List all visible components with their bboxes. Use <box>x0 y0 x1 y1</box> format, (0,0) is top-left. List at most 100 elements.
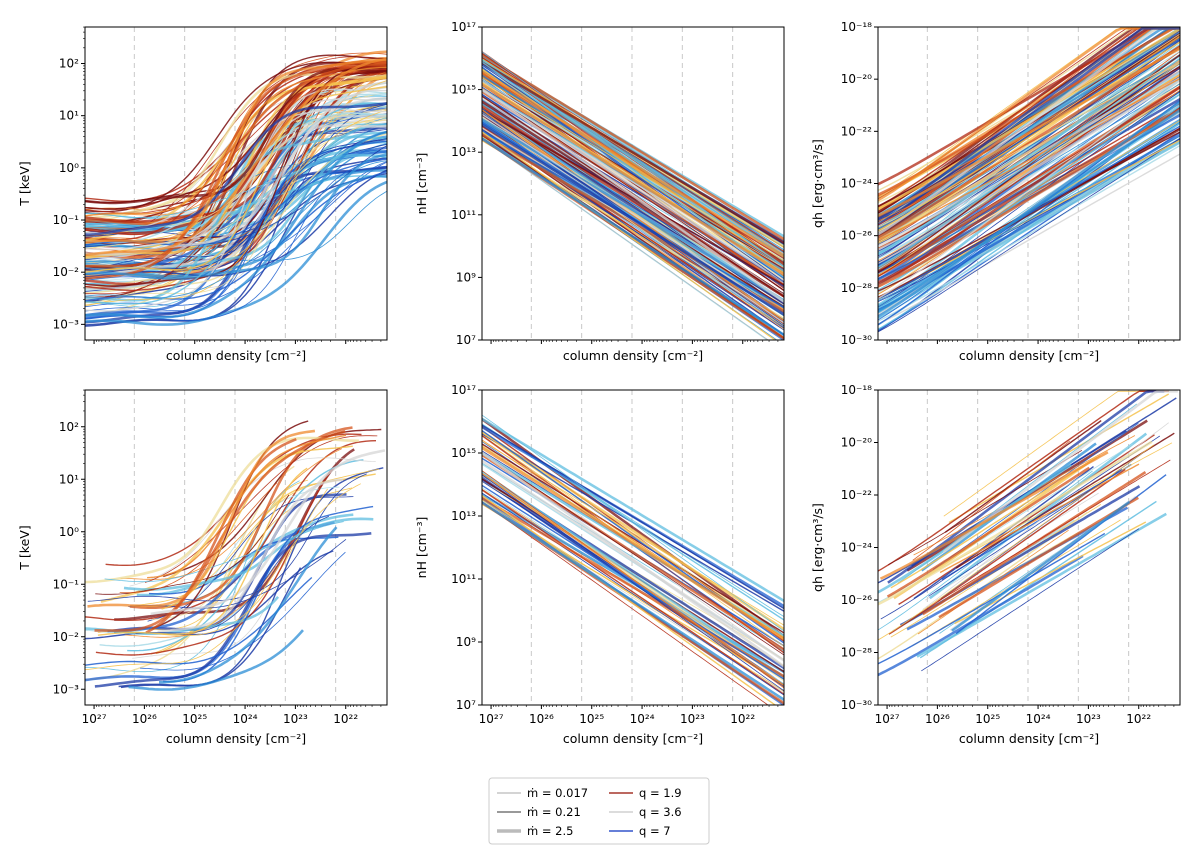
series-line <box>85 102 387 326</box>
panel-qh-sub: 10⁻³⁰ 10⁻²⁸ 10⁻²⁶ 10⁻²⁴ 10⁻²² 10⁻²⁰ 10⁻¹⁸ 10²⁷ 1… <box>810 383 1181 746</box>
x-tick-label: 10²³ <box>283 712 308 726</box>
series-line <box>482 417 784 638</box>
series-line <box>890 455 1101 589</box>
curve-group <box>878 27 1180 333</box>
series-line <box>85 135 387 302</box>
series-line <box>878 79 1180 300</box>
legend-label: q = 7 <box>639 824 671 838</box>
y-tick-label: 10⁻² <box>53 630 80 644</box>
series-line <box>482 430 784 631</box>
series-line <box>943 390 1146 517</box>
y-tick-label: 10⁻²⁴ <box>841 541 872 555</box>
x-tick-label: 10²⁶ <box>132 712 157 726</box>
series-line <box>878 67 1180 263</box>
series-line <box>878 137 1180 333</box>
y-tick-label: 10⁻²⁶ <box>841 593 872 607</box>
series-line <box>87 429 316 608</box>
series-line <box>95 494 290 595</box>
series-line <box>482 443 784 634</box>
y-tick-label: 10⁻¹⁸ <box>841 383 872 397</box>
x-tick-label: 10²² <box>333 712 358 726</box>
series-line <box>878 53 1180 256</box>
series-line <box>922 471 1147 616</box>
series-line <box>939 463 1140 574</box>
y-tick-label: 10⁷ <box>456 698 476 712</box>
series-line <box>482 434 784 647</box>
y-tick-label: 10⁻²² <box>841 488 872 502</box>
y-tick-label: 10⁻³ <box>53 317 80 331</box>
series-line <box>878 27 1180 222</box>
series-line <box>878 77 1180 265</box>
y-tick-label: 10⁻²² <box>841 124 872 138</box>
series-line <box>85 88 387 312</box>
y-tick-label: 10⁻¹ <box>53 577 80 591</box>
panel-T-all: 10⁻³ 10⁻² 10⁻¹ 10⁰ 10¹ 10² column density [cm⁻… <box>17 26 388 363</box>
panel-T-sub: 10⁻³ 10⁻² 10⁻¹ 10⁰ 10¹ 10² 10²⁷ 10²⁶ 10²⁵ 10²⁴ 10²… <box>17 389 388 746</box>
series-line <box>878 47 1180 218</box>
series-line <box>85 550 334 640</box>
x-tick-label: 10²⁶ <box>925 712 950 726</box>
series-line <box>878 27 1180 233</box>
series-line <box>482 472 784 687</box>
series-line <box>917 529 1069 635</box>
series-line <box>482 489 784 696</box>
series-line <box>482 117 784 303</box>
series-line <box>878 27 1180 208</box>
series-line <box>878 27 1180 186</box>
y-tick-label: 10¹³ <box>451 509 476 523</box>
y-tick-label: 10⁻¹ <box>53 213 80 227</box>
y-tick-label: 10¹ <box>59 109 79 123</box>
series-line <box>128 629 304 691</box>
y-tick-label: 10⁹ <box>456 270 476 284</box>
x-tick-label: 10²⁷ <box>82 712 107 726</box>
x-tick-label: 10²⁷ <box>479 712 504 726</box>
y-tick-label: 10⁻²⁸ <box>841 646 872 660</box>
series-line <box>482 104 784 298</box>
series-line <box>482 451 784 669</box>
series-line <box>897 403 1138 584</box>
series-line <box>937 459 1171 602</box>
x-tick-label: 10²² <box>730 712 755 726</box>
series-line <box>85 436 359 584</box>
y-axis-label: T [keV] <box>17 161 32 206</box>
series-line <box>85 160 387 299</box>
x-tick-label: 10²⁶ <box>529 712 554 726</box>
series-line <box>878 44 1180 240</box>
series-line <box>85 116 387 300</box>
series-line <box>482 109 784 322</box>
series-line <box>85 190 387 267</box>
y-tick-label: 10¹¹ <box>451 208 476 222</box>
x-axis-label: column density [cm⁻²] <box>563 731 703 746</box>
series-line <box>878 41 1180 232</box>
series-line <box>878 54 1180 274</box>
legend-label: ṁ = 2.5 <box>527 824 573 838</box>
y-tick-label: 10⁻²⁰ <box>841 436 872 450</box>
x-axis-label: column density [cm⁻²] <box>959 731 1099 746</box>
series-line <box>159 526 338 684</box>
y-tick-label: 10⁻¹⁸ <box>841 20 872 34</box>
x-tick-label: 10²⁴ <box>1026 712 1051 726</box>
panel-nH-sub: 10⁷ 10⁹ 10¹¹ 10¹³ 10¹⁵ 10¹⁷ 10²⁷ 10²⁶ 10²⁵ 10²⁴ 10… <box>414 383 785 746</box>
series-line <box>878 390 1169 572</box>
x-axis-label: column density [cm⁻²] <box>959 348 1099 363</box>
series-line <box>85 169 387 252</box>
series-line <box>878 85 1180 287</box>
series-line <box>898 434 1155 605</box>
series-line <box>878 27 1180 202</box>
series-line <box>482 414 784 632</box>
series-line <box>955 432 1175 569</box>
series-line <box>482 109 784 286</box>
series-line <box>878 135 1180 302</box>
axes-frame <box>481 26 785 341</box>
series-line <box>147 434 347 579</box>
series-line <box>85 101 387 237</box>
x-tick-label: 10²⁷ <box>875 712 900 726</box>
series-line <box>878 27 1180 211</box>
series-line <box>913 466 1094 600</box>
series-line <box>482 446 784 641</box>
series-line <box>85 483 361 671</box>
series-line <box>482 60 784 245</box>
series-line <box>878 444 1155 641</box>
series-line <box>878 77 1180 241</box>
series-line <box>85 72 387 217</box>
